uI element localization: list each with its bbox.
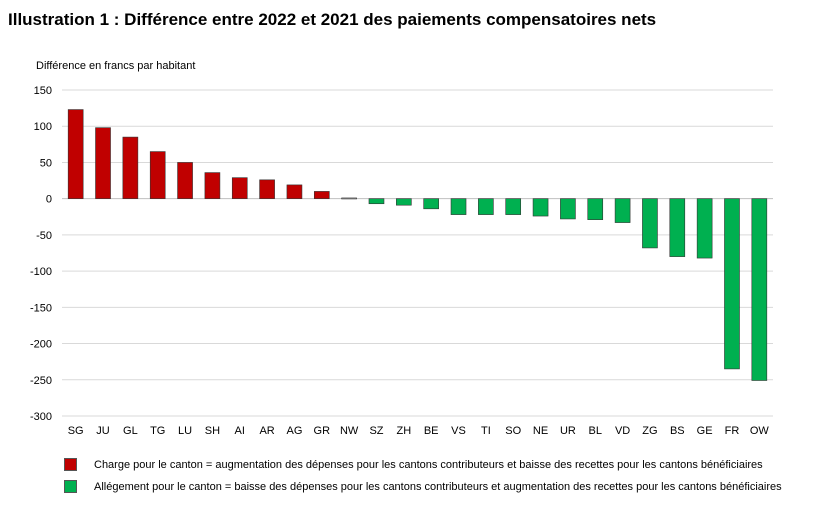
bar-ne xyxy=(532,198,549,217)
bar-ur xyxy=(560,198,576,220)
y-tick-label: 0 xyxy=(46,194,52,206)
legend-item-charge: Charge pour le canton = augmentation des… xyxy=(64,458,763,471)
bar-chart: 150 100 50 0 -50 -100 -150 -200 -250 -300 SG JU GL TG… xyxy=(30,85,773,437)
bar-ti xyxy=(478,198,494,215)
x-tick-label: GR xyxy=(314,425,331,437)
x-tick-label: AI xyxy=(235,425,245,437)
x-tick-label: SH xyxy=(205,425,220,437)
x-tick-label: ZG xyxy=(642,425,657,437)
y-tick-label: -200 xyxy=(30,339,52,351)
bar-zg xyxy=(642,198,658,249)
bar-nw xyxy=(341,197,357,200)
y-tick-label: -250 xyxy=(30,375,52,387)
bar-vd xyxy=(614,198,631,223)
x-tick-label: ZH xyxy=(396,425,411,437)
bar-ag xyxy=(286,184,303,199)
x-tick-label: JU xyxy=(96,425,110,437)
x-tick-label: NE xyxy=(533,425,548,437)
x-tick-label: SZ xyxy=(369,425,383,437)
y-tick-label: 150 xyxy=(34,85,52,97)
x-tick-label: GE xyxy=(697,425,713,437)
x-tick-label: TI xyxy=(481,425,491,437)
x-tick-label: LU xyxy=(178,425,192,437)
x-tick-label: AR xyxy=(259,425,274,437)
y-axis-label: Différence en francs par habitant xyxy=(36,60,196,72)
y-tick-label: -300 xyxy=(30,411,52,423)
x-tick-label: SO xyxy=(505,425,521,437)
x-tick-label: SG xyxy=(68,425,84,437)
bar-be xyxy=(423,198,439,210)
legend-swatch-red xyxy=(64,458,77,471)
legend-label-allegement: Allégement pour le canton = baisse des d… xyxy=(94,480,782,493)
bar-sg xyxy=(67,109,84,199)
bar-sh xyxy=(204,172,221,199)
x-tick-label: NW xyxy=(340,425,359,437)
x-tick-label: VD xyxy=(615,425,630,437)
bar-ge xyxy=(696,198,713,259)
y-tick-label: 50 xyxy=(40,157,52,169)
bar-ju xyxy=(95,127,111,199)
y-tick-label: -100 xyxy=(30,266,52,278)
bar-tg xyxy=(149,151,166,199)
bar-gl xyxy=(122,136,139,199)
bar-fr xyxy=(724,198,740,370)
chart-title: Illustration 1 : Différence entre 2022 e… xyxy=(8,10,657,29)
x-tick-label: BE xyxy=(424,425,439,437)
bar-zh xyxy=(396,198,412,206)
bar-ai xyxy=(231,177,248,199)
legend-item-allegement: Allégement pour le canton = baisse des d… xyxy=(64,480,782,493)
legend-swatch-green xyxy=(64,480,77,493)
x-tick-label: BS xyxy=(670,425,685,437)
x-tick-label: TG xyxy=(150,425,165,437)
x-tick-label: VS xyxy=(451,425,466,437)
bar-sz xyxy=(368,198,385,205)
x-tick-label: FR xyxy=(725,425,740,437)
x-tick-label: BL xyxy=(589,425,602,437)
bar-vs xyxy=(450,198,467,215)
legend-label-charge: Charge pour le canton = augmentation des… xyxy=(94,458,763,471)
bar-lu xyxy=(177,162,193,199)
bar-gr xyxy=(313,191,330,199)
bar-so xyxy=(505,198,522,215)
x-tick-label: GL xyxy=(123,425,138,437)
bar-ow xyxy=(751,198,768,381)
y-tick-label: -150 xyxy=(30,302,52,314)
x-tick-label: UR xyxy=(560,425,576,437)
y-tick-label: -50 xyxy=(36,230,52,242)
x-tick-label: OW xyxy=(750,425,770,437)
x-tick-label: AG xyxy=(286,425,302,437)
bar-ar xyxy=(259,179,275,199)
bar-bs xyxy=(669,198,686,257)
bar-bl xyxy=(587,198,604,220)
y-tick-label: 100 xyxy=(34,121,52,133)
